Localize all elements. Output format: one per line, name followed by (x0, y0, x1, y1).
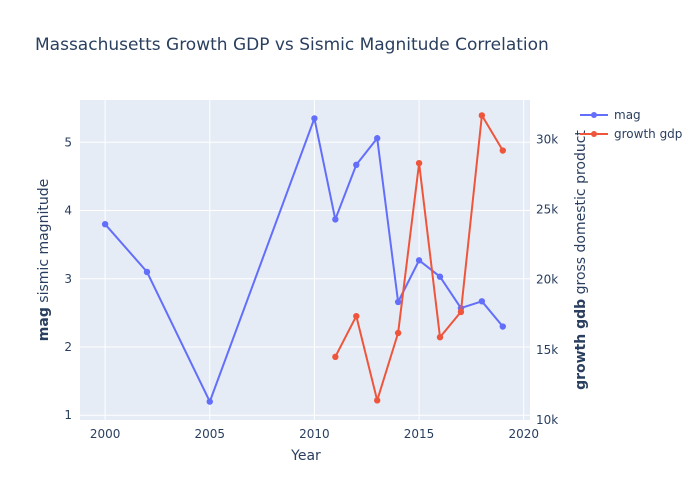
data-point-mag[interactable] (499, 323, 506, 330)
data-point-growth-gdp[interactable] (499, 147, 506, 154)
y-right-tick-label: 20k (536, 273, 558, 287)
series-layer (101, 112, 506, 405)
data-point-growth-gdp[interactable] (353, 312, 360, 320)
x-tick-label: 2000 (90, 427, 121, 441)
data-point-mag[interactable] (143, 268, 151, 276)
data-point-growth-gdp[interactable] (374, 397, 381, 404)
y-left-tick-label: 3 (64, 272, 72, 286)
y-right-tick-label: 30k (536, 132, 558, 146)
legend-marker-mag (591, 112, 597, 118)
data-point-mag[interactable] (436, 273, 444, 280)
data-point-mag[interactable] (374, 135, 381, 142)
legend-label-mag: mag (614, 108, 641, 122)
y-right-tick-label: 10k (536, 413, 558, 427)
data-point-mag[interactable] (206, 398, 213, 405)
y-left-axis-title: mag sismic magnitude (36, 179, 52, 341)
data-point-growth-gdp[interactable] (436, 333, 444, 341)
tick-labels: 2000 2005 2010 2015 2020 1 2 3 4 5 10k 15k 20k 25k 30k (64, 132, 558, 441)
y-right-tick-label: 25k (536, 202, 558, 216)
grid (80, 100, 530, 420)
legend[interactable]: mag growth gdp (580, 108, 682, 141)
data-point-mag[interactable] (415, 257, 423, 264)
data-point-growth-gdp[interactable] (457, 308, 465, 316)
y-left-tick-label: 5 (64, 135, 72, 149)
data-point-mag[interactable] (353, 161, 360, 169)
y-left-axis-title-bold: mag (36, 307, 52, 341)
x-tick-label: 2020 (508, 427, 539, 441)
data-point-mag[interactable] (394, 298, 402, 306)
y-right-axis-title-bold: growth gdb (573, 299, 589, 390)
x-tick-label: 2005 (194, 427, 225, 441)
plot-background (80, 100, 530, 420)
y-right-axis-title: growth gdb gross domestic product (573, 130, 589, 390)
y-right-tick-label: 15k (536, 343, 558, 357)
x-tick-label: 2015 (404, 427, 435, 441)
data-point-mag[interactable] (478, 298, 486, 305)
y-right-axis-title-rest: gross domestic product (573, 130, 589, 299)
legend-marker-growth-gdp (591, 131, 597, 137)
data-point-growth-gdp[interactable] (332, 353, 339, 361)
y-left-tick-label: 2 (64, 340, 72, 354)
data-point-mag[interactable] (332, 216, 339, 223)
legend-item-mag[interactable]: mag (580, 108, 641, 122)
data-point-growth-gdp[interactable] (394, 329, 402, 337)
y-left-tick-label: 4 (64, 204, 72, 218)
x-tick-label: 2010 (299, 427, 330, 441)
legend-label-growth-gdp: growth gdp (614, 127, 682, 141)
chart-title: Massachusetts Growth GDP vs Sismic Magni… (35, 35, 549, 55)
x-axis-title: Year (290, 448, 321, 464)
data-point-mag[interactable] (311, 115, 318, 122)
legend-item-growth-gdp[interactable]: growth gdp (580, 127, 682, 141)
y-left-tick-label: 1 (64, 408, 72, 422)
y-left-axis-title-rest: sismic magnitude (36, 179, 52, 307)
data-point-mag[interactable] (101, 220, 109, 228)
data-point-growth-gdp[interactable] (415, 159, 423, 167)
data-point-growth-gdp[interactable] (478, 112, 486, 119)
